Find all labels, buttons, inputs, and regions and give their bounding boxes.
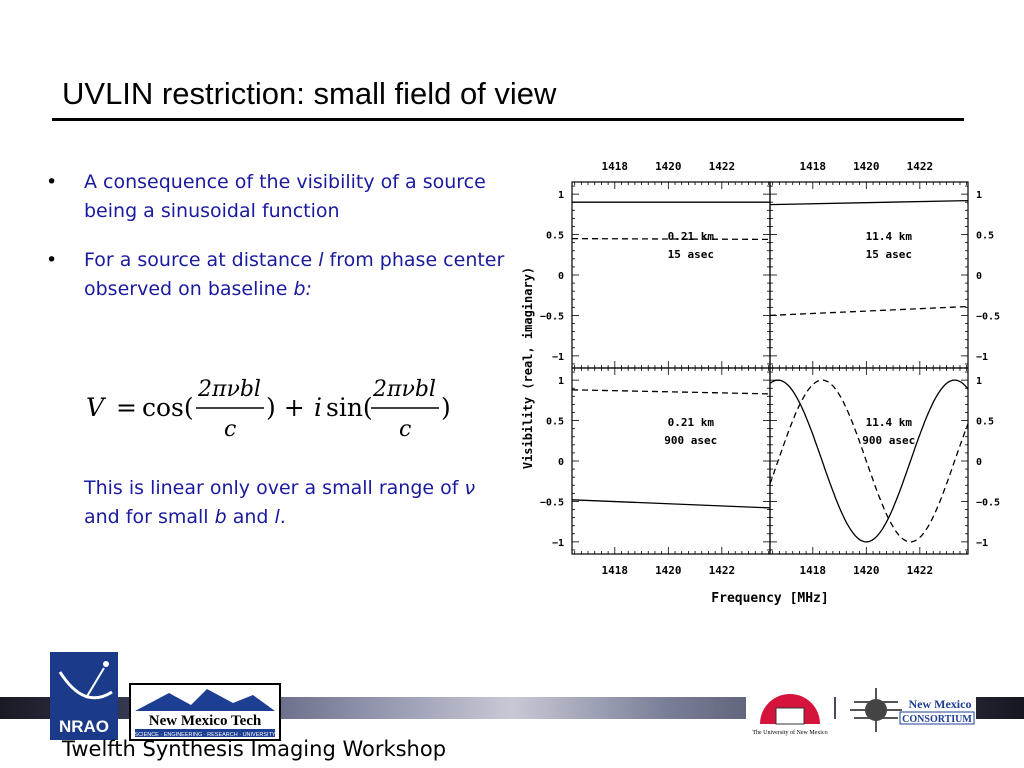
slide-title: UVLIN restriction: small field of view (62, 76, 557, 111)
bullet-text: from phase center observed on baseline (84, 249, 505, 300)
panel-frame (571, 181, 771, 369)
y-tick-label: 0.5 (546, 417, 564, 428)
panel-label-baseline: 11.4 km (866, 416, 913, 429)
y-tick-label: −0.5 (976, 497, 1000, 508)
eq-denominator: c (224, 417, 236, 442)
y-tick-label: −1 (976, 538, 988, 549)
linearity-note: This is linear only over a small range o… (84, 474, 504, 532)
x-tick-label: 1418 (800, 160, 827, 173)
y-tick-label: 1 (558, 190, 564, 201)
eq-i: i (314, 393, 322, 422)
y-tick-label: 1 (976, 190, 982, 201)
x-tick-label: 1420 (655, 160, 682, 173)
eq-numerator: 2πνbl (197, 377, 261, 402)
series-dashed-line (571, 237, 771, 241)
y-tick-label: 1 (976, 376, 982, 387)
y-tick-label: −1 (552, 352, 564, 363)
eq-sin: sin( (326, 393, 373, 422)
panel-label-offset: 15 asec (866, 248, 912, 261)
series-dashed-line (571, 389, 771, 395)
series-dashed-line (769, 379, 969, 543)
bullet-dot: • (46, 249, 58, 271)
y-tick-label: −0.5 (976, 311, 1000, 322)
nmt-logo-subtitle: SCIENCE · ENGINEERING · RESEARCH · UNIVE… (134, 732, 276, 738)
note-b: b (214, 506, 227, 528)
bullet-item: • For a source at distance l from phase … (46, 246, 506, 304)
eq-numerator: 2πνbl (372, 377, 436, 402)
panel-frame (769, 181, 969, 369)
y-axis-label: Visibility (real, imaginary) (521, 267, 535, 469)
y-tick-label: −0.5 (540, 311, 564, 322)
note-l: l (274, 506, 280, 528)
x-tick-label: 1422 (709, 160, 736, 173)
panel-label-offset: 900 asec (862, 434, 915, 447)
nrao-logo-text: NRAO (59, 717, 109, 736)
note-text: and (226, 506, 275, 528)
y-tick-label: 0.5 (976, 231, 994, 242)
visibility-figure: 0.21 km 15 asec 11.4 km 15 asec 0.21 km 900 a… (521, 160, 1000, 606)
nmt-logo: New Mexico Tech SCIENCE · ENGINEERING · … (129, 683, 281, 741)
y-tick-label: 0 (976, 271, 982, 282)
bullet-italic-l: l (318, 249, 324, 271)
bullet-dot: • (46, 171, 58, 193)
x-axis-label: Frequency [MHz] (711, 591, 828, 606)
visibility-equation: V = cos( 2πνbl c ) + i sin( 2πνbl c ) (86, 377, 451, 442)
x-tick-label: 1422 (907, 564, 934, 577)
eq-denominator: c (399, 417, 411, 442)
series-solid-line (571, 499, 771, 509)
panel-label-offset: 900 asec (664, 434, 717, 447)
nrao-logo: NRAO (50, 652, 118, 740)
eq-equals: = (116, 393, 137, 422)
eq-cos: cos( (142, 393, 194, 422)
nm-consortium-logo: New Mexico CONSORTIUM (836, 686, 976, 734)
title-underline (52, 118, 964, 121)
x-tick-label: 1420 (655, 564, 682, 577)
series-dashed-line (769, 305, 969, 317)
note-text: This is linear only over a small range o… (84, 477, 465, 499)
y-tick-label: −1 (552, 538, 564, 549)
unm-logo: The University of New Mexico (746, 684, 834, 738)
nm-consortium-bottom: CONSORTIUM (902, 714, 972, 725)
nmt-logo-name: New Mexico Tech (149, 713, 262, 729)
eq-lhs: V (86, 393, 107, 422)
y-tick-label: 0 (976, 457, 982, 468)
note-text: and for small (84, 506, 215, 528)
series-solid-line (769, 379, 969, 543)
nm-consortium-top: New Mexico (909, 697, 972, 711)
eq-close1: ) + (266, 393, 305, 422)
panel-frame (769, 367, 969, 555)
x-tick-label: 1422 (907, 160, 934, 173)
bullet-text: A consequence of the visibility of a sou… (84, 171, 486, 222)
x-tick-label: 1418 (602, 564, 629, 577)
note-nu: ν (464, 477, 476, 499)
x-tick-label: 1420 (853, 160, 880, 173)
panel-label-baseline: 0.21 km (668, 230, 715, 243)
x-tick-label: 1420 (853, 564, 880, 577)
bullet-italic-b: b: (293, 278, 312, 300)
panel-label-baseline: 11.4 km (866, 230, 913, 243)
eq-close2: ) (441, 393, 451, 422)
y-tick-label: 0 (558, 457, 564, 468)
bullet-list: • A consequence of the visibility of a s… (46, 168, 506, 324)
series-solid-line (769, 199, 969, 206)
x-tick-label: 1422 (709, 564, 736, 577)
x-tick-label: 1418 (800, 564, 827, 577)
panel-label-offset: 15 asec (668, 248, 714, 261)
note-text: . (279, 506, 286, 528)
y-tick-label: 0 (558, 271, 564, 282)
footer-workshop-title: Twelfth Synthesis Imaging Workshop (62, 737, 447, 761)
bullet-text: For a source at distance (84, 249, 319, 271)
bullet-item: • A consequence of the visibility of a s… (46, 168, 506, 226)
y-tick-label: −0.5 (540, 497, 564, 508)
panel-label-baseline: 0.21 km (668, 416, 715, 429)
y-tick-label: 0.5 (976, 417, 994, 428)
y-tick-label: 1 (558, 376, 564, 387)
y-tick-label: 0.5 (546, 231, 564, 242)
y-tick-label: −1 (976, 352, 988, 363)
x-tick-label: 1418 (602, 160, 629, 173)
panel-frame (571, 367, 771, 555)
unm-logo-text: The University of New Mexico (752, 729, 827, 736)
